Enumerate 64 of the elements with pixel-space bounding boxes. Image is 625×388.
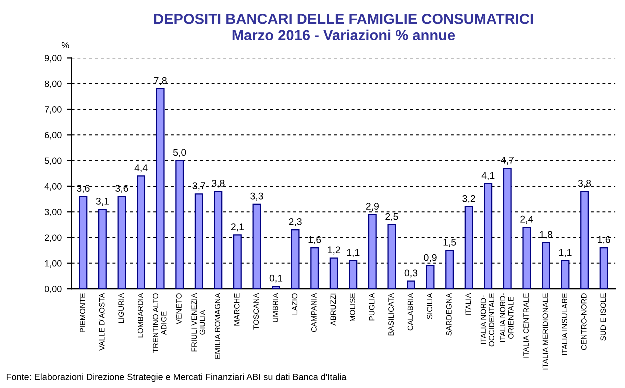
bar: [484, 183, 493, 290]
bar: [252, 204, 262, 290]
data-label: 4,1: [482, 172, 495, 180]
bar: [310, 247, 320, 290]
data-label: 4,7: [501, 157, 514, 165]
data-label: 4,4: [134, 164, 148, 173]
bar: [580, 191, 589, 290]
data-label: 0,9: [424, 254, 437, 262]
bar: [330, 258, 338, 290]
y-tick-label: 5,00: [44, 158, 62, 166]
data-label: 2,1: [231, 224, 244, 232]
data-label: 1,8: [540, 231, 553, 240]
bar: [600, 247, 608, 290]
y-tick-label: 1,00: [45, 260, 62, 268]
data-label: 1,1: [559, 249, 572, 258]
bar: [522, 226, 532, 290]
y-tick-label: 7,00: [45, 106, 62, 114]
bar: [388, 224, 396, 290]
data-label: 0,1: [270, 274, 283, 283]
bar: [561, 260, 570, 290]
y-tick-label: 3,00: [44, 209, 62, 217]
data-label: 2,5: [386, 213, 398, 222]
data-label: 1,1: [347, 249, 360, 258]
data-label: 5,0: [173, 149, 186, 158]
bar: [118, 196, 126, 290]
data-label: 3,1: [96, 198, 110, 206]
data-label: 2,3: [289, 218, 302, 227]
data-label: 2,4: [520, 216, 534, 224]
data-label: 3,2: [462, 195, 476, 204]
data-label: 0,3: [404, 270, 418, 278]
y-tick-label: 6,00: [45, 132, 62, 140]
data-label: 1,2: [328, 246, 340, 255]
bar: [137, 176, 146, 290]
bar: [503, 168, 512, 290]
bar: [542, 242, 550, 290]
bar: [176, 160, 184, 290]
bar: [79, 196, 88, 290]
bar: [426, 265, 435, 290]
bar: [98, 208, 107, 290]
bar: [156, 88, 165, 290]
bar: [291, 230, 300, 290]
data-label: 3,3: [250, 192, 264, 201]
data-label: 1,6: [598, 236, 610, 244]
data-label: 2,9: [366, 203, 379, 212]
bar: [368, 214, 377, 290]
bar: [407, 280, 416, 290]
bar: [272, 286, 280, 290]
bar: [214, 191, 223, 290]
bar: [464, 206, 474, 290]
y-tick-label: 9,00: [45, 55, 62, 63]
y-tick-label: 8,00: [44, 80, 62, 88]
y-tick-label: 2,00: [45, 234, 62, 242]
bar: [194, 194, 204, 290]
y-axis-title: %: [62, 42, 70, 49]
data-label: 1,6: [308, 236, 322, 244]
y-tick-label: 0,00: [44, 286, 62, 294]
bar: [233, 234, 242, 290]
data-label: 1,5: [444, 239, 456, 248]
chart-title: DEPOSITI BANCARI DELLE FAMIGLIE CONSUMATRICI Marzo 2016 - Variazioni % annue: [154, 14, 534, 41]
bar: [349, 260, 358, 290]
data-label: 3,6: [77, 185, 90, 194]
source-note: Fonte: Elaborazioni Direzione Strategie e Mercati Finanziari ABI su dati Banca d'Italia: [6, 374, 347, 382]
bar: [446, 250, 454, 290]
y-tick-label: 4,00: [44, 183, 62, 191]
